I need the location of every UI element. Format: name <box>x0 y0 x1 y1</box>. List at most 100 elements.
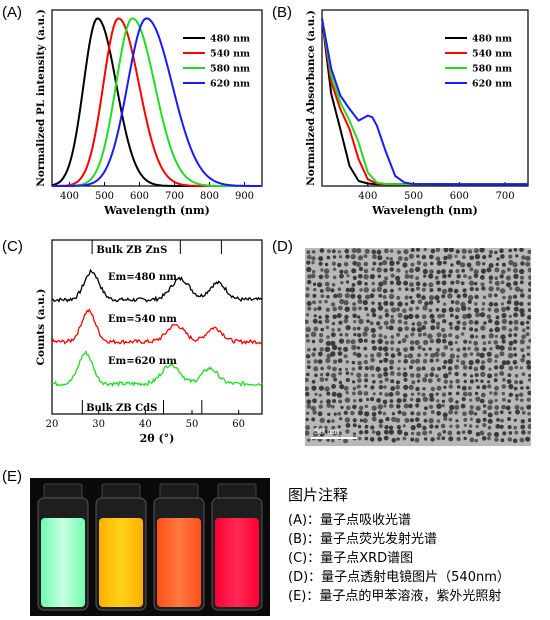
tem-nanoparticle <box>357 255 364 261</box>
tem-nanoparticle <box>311 256 316 261</box>
tem-nanoparticle <box>384 392 389 397</box>
chart-absorbance-spectra: 400 500 600 700 Wavelength (nm) Normalized Ab… <box>305 9 529 217</box>
tem-nanoparticle <box>345 391 349 395</box>
tem-nanoparticle <box>376 249 382 255</box>
tem-nanoparticle <box>404 295 409 300</box>
tem-nanoparticle <box>313 287 317 292</box>
tem-nanoparticle <box>494 293 498 298</box>
tem-nanoparticle <box>455 378 460 384</box>
tem-nanoparticle <box>389 260 395 266</box>
tem-nanoparticle <box>448 397 454 403</box>
tem-nanoparticle <box>396 295 401 300</box>
tem-nanoparticle <box>473 269 479 275</box>
xrd-plot-frame <box>51 239 263 415</box>
tem-nanoparticle <box>501 306 507 312</box>
tem-nanoparticle <box>475 359 480 364</box>
tem-nanoparticle <box>332 430 338 436</box>
tem-nanoparticle <box>487 432 492 437</box>
tem-nanoparticle <box>370 385 375 390</box>
tem-nanoparticle <box>389 359 395 365</box>
tem-nanoparticle <box>305 319 309 325</box>
tem-nanoparticle <box>371 430 376 434</box>
vials-photo <box>30 478 270 616</box>
tem-scalebar-label: 50 nm <box>314 427 340 436</box>
tem-nanoparticle <box>417 345 422 350</box>
pl-x-axis-label: Wavelength (nm) <box>103 204 210 217</box>
tem-nanoparticle <box>363 254 368 258</box>
tem-nanoparticle <box>422 411 427 416</box>
tem-nanoparticle <box>481 384 487 390</box>
tem-nanoparticle <box>468 294 474 301</box>
tem-nanoparticle <box>305 326 311 333</box>
tem-nanoparticle <box>362 418 368 424</box>
tem-nanoparticle <box>313 314 317 318</box>
tem-nanoparticle <box>527 411 531 416</box>
tem-nanoparticle <box>429 424 434 429</box>
tem-nanoparticle <box>501 384 507 389</box>
tem-nanoparticle <box>528 288 531 292</box>
tem-nanoparticle <box>390 335 395 339</box>
tem-nanoparticle <box>488 249 494 255</box>
tem-nanoparticle <box>430 366 436 372</box>
tem-nanoparticle <box>462 313 468 320</box>
tem-nanoparticle <box>486 314 492 319</box>
tem-nanoparticle <box>340 405 344 410</box>
tem-nanoparticle <box>476 385 480 390</box>
tem-nanoparticle <box>398 287 402 291</box>
tem-nanoparticle <box>441 404 445 408</box>
tem-nanoparticle <box>396 260 400 265</box>
tem-nanoparticle <box>345 254 350 259</box>
tem-nanoparticle <box>352 404 357 410</box>
tem-nanoparticle <box>351 360 356 365</box>
tem-nanoparticle <box>473 340 479 346</box>
xrd-x-tick-label: 40 <box>139 419 152 430</box>
tem-nanoparticle <box>430 386 436 392</box>
abs-x-tick-label: 400 <box>358 191 377 202</box>
pl-x-tick-label: 400 <box>60 191 79 202</box>
tem-nanoparticle <box>356 280 363 286</box>
tem-nanoparticle <box>462 372 467 377</box>
tem-nanoparticle <box>337 262 342 268</box>
tem-nanoparticle <box>495 344 501 350</box>
tem-nanoparticle <box>410 287 415 292</box>
tem-nanoparticle <box>397 301 403 307</box>
tem-nanoparticle <box>508 340 514 346</box>
tem-nanoparticle <box>434 295 440 301</box>
tem-nanoparticle <box>437 432 442 437</box>
tem-nanoparticle <box>409 268 414 273</box>
tem-nanoparticle <box>364 366 369 371</box>
tem-nanoparticle <box>317 351 323 357</box>
tem-nanoparticle <box>376 398 381 403</box>
tem-nanoparticle <box>428 273 434 279</box>
tem-nanoparticle <box>435 308 440 312</box>
tem-nanoparticle <box>514 365 519 370</box>
tem-nanoparticle <box>429 396 435 402</box>
tem-nanoparticle <box>318 256 324 262</box>
tem-nanoparticle <box>469 334 475 339</box>
tem-nanoparticle <box>454 340 458 345</box>
tem-nanoparticle <box>437 314 442 319</box>
tem-nanoparticle <box>509 286 513 291</box>
tem-nanoparticle <box>305 386 309 391</box>
tem-nanoparticle <box>436 410 442 416</box>
tem-nanoparticle <box>455 307 461 313</box>
tem-nanoparticle <box>382 411 387 416</box>
tem-nanoparticle <box>436 260 442 266</box>
tem-nanoparticle <box>422 430 428 436</box>
tem-nanoparticle <box>370 353 375 358</box>
tem-nanoparticle <box>358 405 364 411</box>
tem-nanoparticle <box>448 371 452 375</box>
tem-nanoparticle <box>325 286 331 292</box>
tem-nanoparticle <box>411 380 416 385</box>
tem-nanoparticle <box>376 286 382 292</box>
tem-nanoparticle <box>513 268 518 274</box>
tem-nanoparticle <box>311 379 316 384</box>
tem-nanoparticle <box>513 418 517 422</box>
tem-nanoparticle <box>310 405 317 411</box>
tem-nanoparticle <box>359 288 363 292</box>
tem-nanoparticle <box>456 354 460 359</box>
tem-nanoparticle <box>331 438 335 443</box>
tem-nanoparticle <box>415 276 419 280</box>
tem-nanoparticle <box>319 347 324 352</box>
tem-nanoparticle <box>494 405 500 410</box>
